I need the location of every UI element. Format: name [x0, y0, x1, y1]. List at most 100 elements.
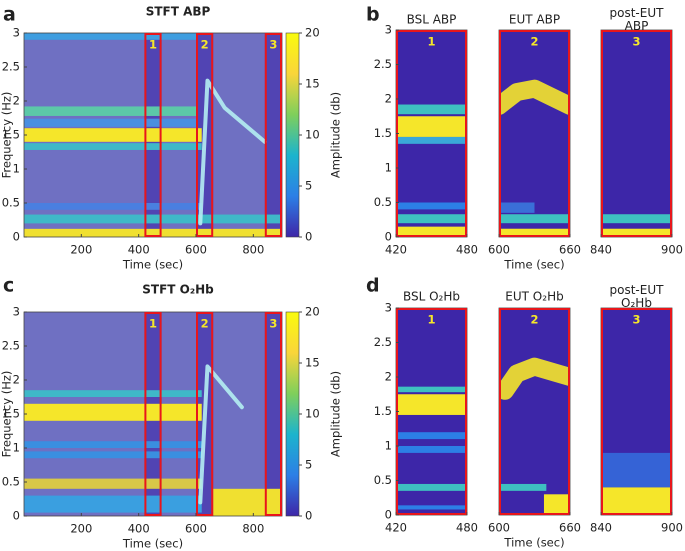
x-tick-label: 400 [128, 243, 150, 257]
y-tick-label: 2.5 [374, 335, 392, 349]
x-tick-label: 800 [242, 522, 264, 536]
highlight-box [499, 30, 570, 237]
x-tick-label: 900 [661, 521, 683, 535]
band [24, 143, 202, 150]
box-label: 3 [269, 317, 277, 331]
x-axis-label: Time (sec) [122, 258, 183, 272]
chart-title: STFT ABP [146, 5, 211, 19]
panel-label: c [3, 275, 14, 297]
box-label: 2 [201, 317, 209, 331]
y-tick-label: 1.5 [374, 126, 392, 140]
band [24, 403, 202, 421]
x-tick-label: 660 [559, 243, 581, 257]
y-tick-label: 0 [385, 230, 392, 244]
y-tick-label: 1 [13, 162, 20, 176]
band [396, 483, 467, 491]
curve [499, 357, 570, 400]
y-tick-label: 2 [385, 370, 392, 384]
y-tick-label: 3 [385, 23, 392, 37]
x-tick-label: 600 [185, 522, 207, 536]
x-tick-label: 840 [590, 521, 612, 535]
band [396, 136, 467, 144]
colorbar-label: Amplitude (db) [329, 371, 343, 457]
panel-label: a [3, 4, 16, 26]
band [499, 228, 570, 237]
x-tick-label: 400 [128, 522, 150, 536]
x-tick-label: 600 [185, 243, 207, 257]
curve [198, 78, 267, 226]
box-shade [264, 312, 282, 516]
colorbar [285, 32, 300, 238]
plot-area [499, 30, 570, 237]
band [543, 494, 570, 515]
band [24, 228, 282, 237]
colorbar-tick-label: 0 [305, 230, 312, 244]
subplot-title: post-EUT [610, 6, 665, 20]
colorbar-tick-label: 15 [305, 356, 320, 370]
band [213, 488, 282, 516]
colorbar-tick-label: 10 [305, 407, 320, 421]
y-tick-label: 1.5 [2, 128, 20, 142]
band [24, 441, 202, 448]
plot-area [24, 312, 282, 516]
colorbar-label: Amplitude (db) [329, 92, 343, 178]
x-tick-label: 420 [385, 521, 407, 535]
x-tick-label: 800 [242, 243, 264, 257]
band [24, 214, 282, 224]
x-axis-label: Time (sec) [503, 258, 564, 272]
y-tick-label: 2 [13, 94, 20, 108]
highlight-box [196, 312, 214, 516]
plot-area [396, 308, 467, 515]
colorbar-tick-label: 5 [305, 458, 312, 472]
panel-label: b [366, 4, 380, 26]
band [24, 118, 196, 127]
y-axis-label: Frequency (Hz) [0, 92, 14, 179]
colorbar-tick-label: 15 [305, 77, 320, 91]
subplot-title: EUT ABP [509, 13, 560, 27]
box-label: 3 [632, 313, 640, 327]
highlight-box [601, 308, 672, 515]
y-tick-label: 0.5 [2, 196, 20, 210]
x-tick-label: 200 [70, 243, 92, 257]
curve [198, 364, 244, 505]
colorbar-tick-label: 20 [305, 305, 320, 319]
highlight-box [264, 312, 282, 516]
band [24, 495, 202, 513]
y-tick-label: 0 [13, 509, 20, 523]
box-label: 1 [149, 38, 157, 52]
band [24, 106, 196, 116]
y-tick-label: 3 [13, 305, 20, 319]
x-tick-label: 480 [456, 521, 478, 535]
box-label: 2 [530, 313, 538, 327]
highlight-box [264, 33, 282, 237]
subplot-title: ABP [625, 19, 649, 33]
box-shade [601, 30, 672, 237]
subplot-title: BSL O₂Hb [403, 290, 460, 304]
chart-title: STFT O₂Hb [142, 283, 214, 297]
subplot-title: EUT O₂Hb [505, 290, 563, 304]
y-tick-label: 1 [385, 439, 392, 453]
plot-area [24, 33, 282, 237]
band [396, 214, 467, 224]
y-tick-label: 2.5 [2, 339, 20, 353]
subplot-title: O₂Hb [621, 296, 652, 310]
y-tick-label: 0.5 [374, 195, 392, 209]
x-axis-label: Time (sec) [503, 536, 564, 550]
band [601, 214, 672, 224]
band [24, 128, 202, 142]
box-label: 3 [632, 35, 640, 49]
colorbar-tick-label: 0 [305, 509, 312, 523]
y-tick-label: 1.5 [374, 404, 392, 418]
x-tick-label: 840 [590, 243, 612, 257]
band [24, 33, 196, 40]
band [396, 446, 467, 453]
band [499, 483, 547, 491]
band [601, 452, 672, 488]
band [601, 487, 672, 515]
y-tick-label: 0 [13, 230, 20, 244]
y-tick-label: 2.5 [374, 57, 392, 71]
y-tick-label: 1 [385, 161, 392, 175]
colorbar-tick-label: 20 [305, 26, 320, 40]
band [24, 203, 202, 210]
